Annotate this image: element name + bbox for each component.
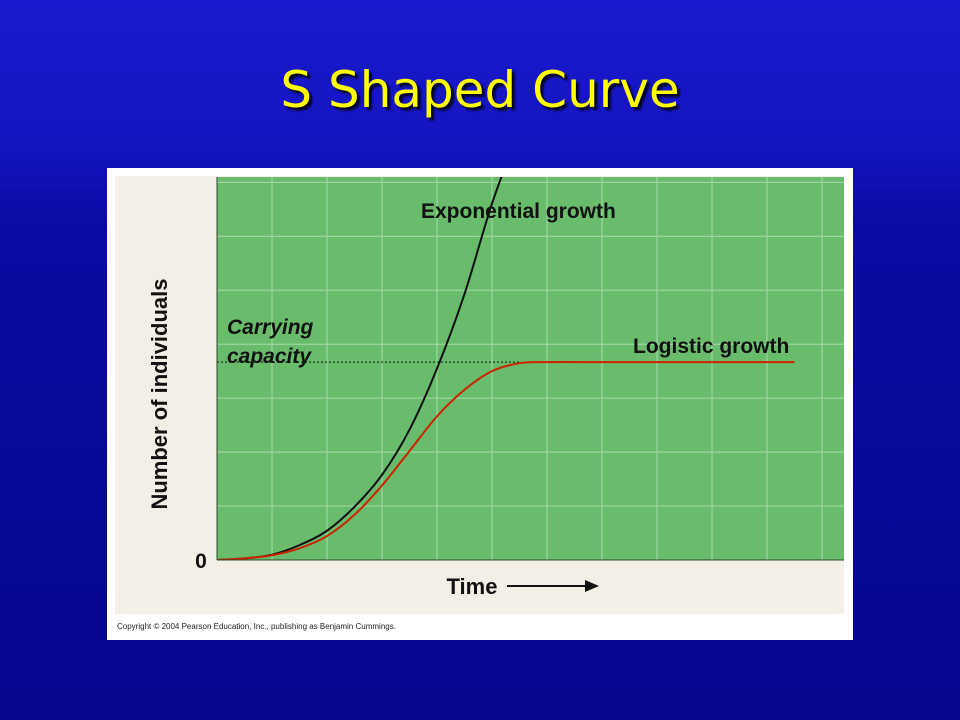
series-label-exponential: Exponential growth xyxy=(421,200,616,223)
x-axis-label: Time xyxy=(447,574,498,599)
carrying-capacity-label: Carrying xyxy=(227,316,314,339)
x-axis-arrow-head xyxy=(585,580,599,592)
figure-panel: Exponential growth Logistic growth Carryin… xyxy=(107,168,853,640)
growth-chart: Exponential growth Logistic growth Carryin… xyxy=(147,177,844,599)
carrying-capacity-label: capacity xyxy=(227,345,312,368)
series-line-logistic xyxy=(217,361,795,560)
plot-area xyxy=(217,177,844,560)
y-tick-label: 0 xyxy=(195,550,207,573)
slide-title: S Shaped Curve xyxy=(280,61,680,119)
copyright-text: Copyright © 2004 Pearson Education, Inc.… xyxy=(117,622,396,631)
series-label-logistic: Logistic growth xyxy=(633,335,789,358)
y-axis-label: Number of individuals xyxy=(147,278,172,509)
